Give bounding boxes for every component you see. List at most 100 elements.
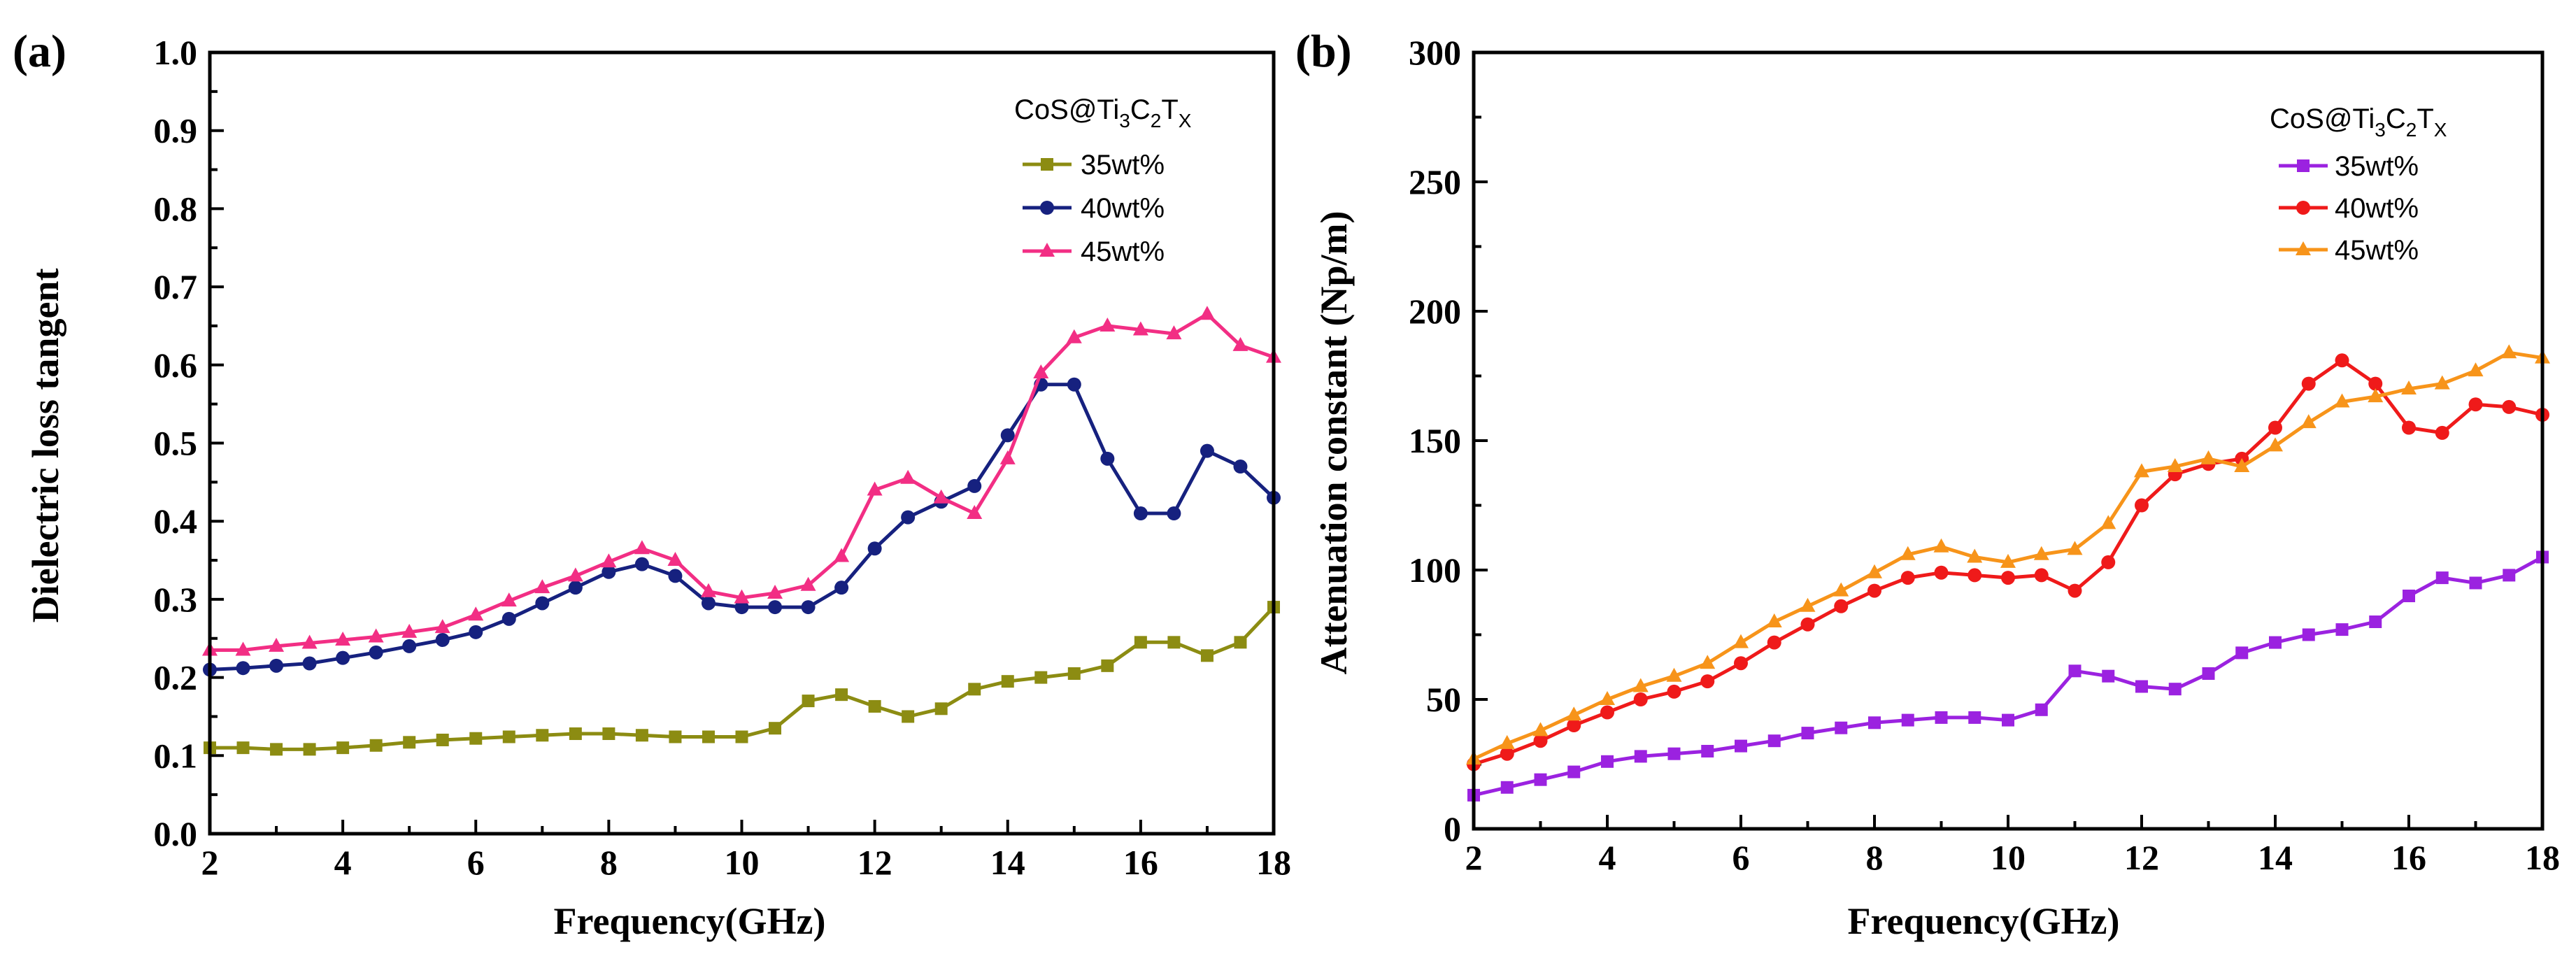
panel-b-series-2-point	[1633, 692, 1648, 706]
panel-b-series-2-point	[2468, 397, 2483, 412]
panel-b-legend-entry: 45wt%	[2335, 235, 2419, 266]
panel-b-series-2-point	[1967, 568, 1982, 583]
panel-a-series-3-point	[468, 606, 484, 621]
panel-b-series-2-point	[2001, 571, 2015, 585]
panel-a-y-tick-label: 0.3	[154, 580, 198, 619]
panel-b-series-2-point	[2435, 425, 2449, 440]
panel-b-x-axis-title: Frequency(GHz)	[1848, 900, 2120, 942]
panel-b-series-2-point	[1700, 674, 1715, 689]
panel-b-series-1-point	[2135, 680, 2148, 693]
panel-a-series-2-point	[1233, 460, 1248, 474]
panel-b-label: (b)	[1295, 26, 1352, 77]
panel-a-series-3-point	[634, 540, 650, 555]
panel-b-series-3-point	[2501, 344, 2517, 359]
panel-b-series-3-point	[2401, 380, 2417, 394]
panel-b-y-tick-label: 200	[1409, 292, 1461, 331]
panel-a-series-1-point	[835, 688, 848, 702]
panel-a-series-line-1	[210, 606, 1275, 751]
panel-b-series-1-point	[2403, 590, 2415, 602]
panel-b-series-3-point	[1700, 655, 1716, 669]
panel-b-y-tick-label: 250	[1409, 162, 1461, 201]
panel-b-series-1-point	[2235, 646, 2249, 660]
panel-b-series-3-point	[2000, 553, 2016, 568]
panel-a-series-1-point	[502, 730, 515, 743]
panel-a-series-3-point	[700, 583, 716, 597]
panel-b-series-2-point	[2268, 420, 2282, 435]
panel-b-series-3-point	[1632, 678, 1649, 692]
panel-a: (a) Dielectric loss tangent Frequency(GH…	[13, 26, 1291, 942]
panel-b-series-2-point	[1934, 565, 1949, 580]
panel-b-series-line-1	[1473, 555, 2544, 797]
panel-b-series-3-point	[2033, 546, 2049, 560]
panel-b-series-1-point	[2168, 683, 2182, 696]
panel-a-series-1-point	[602, 727, 615, 741]
panel-b-series-3-point	[2368, 388, 2384, 403]
panel-a-series-1-point	[735, 730, 748, 743]
panel-b-y-tick-label: 150	[1409, 421, 1461, 460]
panel-b-series-2-point	[2135, 498, 2149, 513]
panel-a-series-3-point	[301, 634, 318, 649]
panel-a-series-1-point	[270, 743, 283, 756]
panel-a-series-2-point	[668, 569, 683, 583]
panel-b-series-1-point	[2068, 664, 2082, 678]
panel-b-series-1-point	[2469, 576, 2482, 590]
panel-b-y-tick-label: 50	[1426, 680, 1461, 719]
panel-a-series-2-point	[967, 478, 982, 493]
panel-a-series-1-point	[1200, 649, 1214, 662]
panel-a-series-1-point	[802, 695, 815, 708]
panel-b-series-1-point	[1701, 745, 1714, 757]
panel-b-series-3-point	[1600, 691, 1615, 705]
panel-a-series-3-point	[434, 619, 450, 634]
panel-b-series-1-point	[2435, 571, 2449, 585]
panel-a-legend-marker	[1039, 243, 1055, 257]
panel-a-series-3-point	[567, 567, 583, 582]
panel-a-series-3-point	[1100, 317, 1116, 332]
panel-a-ticks: 2 4 6 8 10 12 14 16 18 0.0 0.1 0.2 0.3 0.4 0.5 0.6 0.7 0.…	[154, 33, 1292, 882]
panel-a-series-1-point	[336, 741, 350, 755]
panel-b-series-1-point	[1735, 739, 1747, 753]
panel-b-series-3-point	[1867, 564, 1882, 578]
panel-a-series-3-point	[999, 450, 1016, 464]
panel-a-series-2-point	[1200, 443, 1214, 458]
panel-a-x-tick-label: 18	[1256, 843, 1291, 882]
panel-a-series-3-point	[967, 505, 983, 520]
panel-b-series-3-point	[1532, 722, 1549, 736]
panel-a-y-tick-label: 0.9	[154, 111, 198, 150]
panel-b-series-3-point	[1967, 548, 1983, 563]
panel-a-series-2-point	[768, 600, 783, 615]
panel-a-legend-entry: 35wt%	[1081, 150, 1165, 180]
panel-a-label: (a)	[13, 26, 66, 77]
panel-a-series-1-point	[369, 739, 383, 752]
panel-b-series-2-point	[1533, 734, 1548, 748]
panel-a-x-tick-label: 14	[990, 843, 1025, 882]
panel-b-series-2-point	[2301, 376, 2316, 391]
panel-b-series-2-point	[1834, 599, 1849, 613]
panel-a-series-3-point	[335, 631, 351, 646]
panel-b-series-2-point	[1667, 684, 1681, 699]
panel-a-y-axis-title: Dielectric loss tangent	[24, 269, 66, 623]
panel-a-series-2-point	[734, 600, 749, 615]
panel-a-series-2-point	[302, 656, 317, 671]
panel-a-series-1-point	[236, 741, 250, 755]
panel-b-legend-marker	[2297, 159, 2310, 172]
panel-a-series-2-point	[535, 596, 550, 611]
panel-b-series-3-point	[2234, 458, 2250, 472]
panel-a-series-3-point	[867, 481, 883, 496]
panel-b-series-1-point	[1835, 721, 1848, 734]
panel-b-series-2-point	[2502, 399, 2517, 414]
panel-a-series-2-point	[701, 596, 716, 611]
panel-a-series-1-point	[1034, 671, 1048, 684]
panel-b-series-1-point	[1601, 755, 1614, 768]
panel-a-series-3-point	[1232, 336, 1248, 351]
panel-b-series-1-point	[1868, 716, 1881, 729]
panel-a-series-2-point	[568, 581, 583, 595]
panel-b-series-1-point	[2202, 667, 2215, 680]
panel-b-plot-frame	[1472, 50, 2545, 831]
panel-b-legend-title: CoS@Ti3C2TX	[2270, 104, 2447, 141]
panel-b-series-1-point	[1767, 734, 1781, 748]
panel-a-series-1-point	[1167, 636, 1181, 649]
panel-a-series-3-point	[601, 553, 617, 568]
panel-b-ticks: 2 4 6 8 10 12 14 16 18 0 50 100 150 200 250 300	[1409, 33, 2560, 877]
panel-b-x-tick-label: 18	[2525, 838, 2560, 877]
panel-a-series-2-point	[602, 564, 616, 579]
